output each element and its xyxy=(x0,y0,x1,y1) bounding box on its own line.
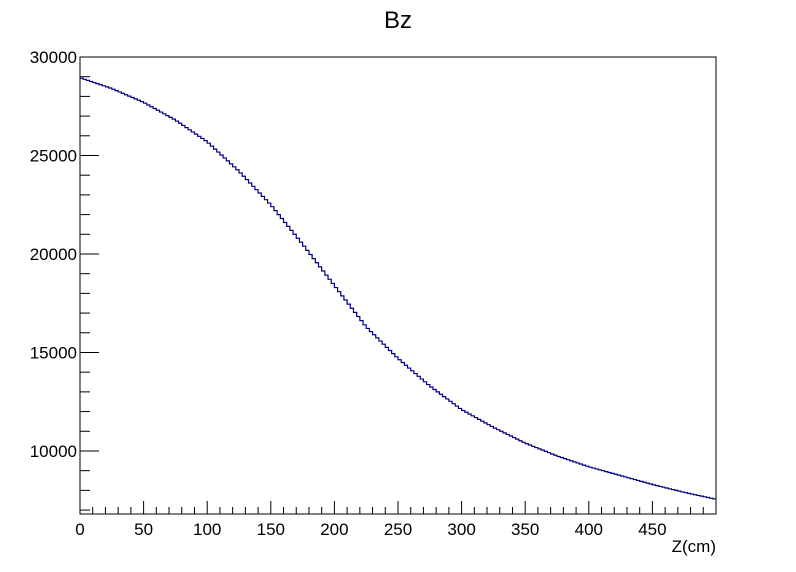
x-tick-label: 50 xyxy=(134,520,153,539)
x-tick-label: 200 xyxy=(320,520,348,539)
x-tick-label: 400 xyxy=(575,520,603,539)
x-tick-label: 300 xyxy=(447,520,475,539)
x-tick-label: 0 xyxy=(75,520,84,539)
x-tick-label: 250 xyxy=(384,520,412,539)
x-axis-tick-labels: 0 50 100 150 200 250 300 350 400 450 xyxy=(75,520,666,539)
y-tick-label: 15000 xyxy=(30,343,77,362)
y-axis-tick-labels: 10000 15000 20000 25000 30000 xyxy=(30,48,77,461)
x-tick-label: 350 xyxy=(511,520,539,539)
x-tick-label: 100 xyxy=(193,520,221,539)
bz-series-line xyxy=(80,77,716,500)
y-tick-label: 20000 xyxy=(30,245,77,264)
x-axis-ticks xyxy=(79,501,717,514)
y-tick-label: 30000 xyxy=(30,48,77,67)
x-tick-label: 450 xyxy=(638,520,666,539)
x-tick-label: 150 xyxy=(257,520,285,539)
plot-frame xyxy=(79,56,717,515)
y-axis-ticks xyxy=(80,56,99,511)
y-tick-label: 25000 xyxy=(30,146,77,165)
x-axis-title: Z(cm) xyxy=(672,537,716,556)
y-tick-label: 10000 xyxy=(30,442,77,461)
chart-title: Bz xyxy=(384,7,412,34)
